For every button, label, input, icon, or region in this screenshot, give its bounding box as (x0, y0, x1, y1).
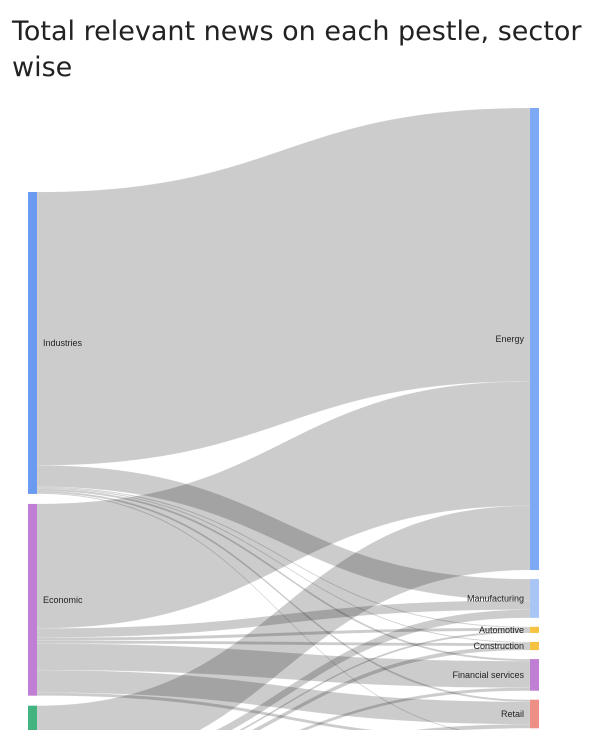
node-label-construction: Construction (473, 641, 524, 651)
page-title: Total relevant news on each pestle, sect… (12, 16, 582, 83)
sankey-nodes (28, 108, 539, 730)
link-environmental-to-retail[interactable] (37, 723, 531, 730)
link-economic-to-transport[interactable] (36, 692, 530, 730)
node-label-industries: Industries (43, 338, 83, 348)
node-financial-services[interactable] (530, 659, 539, 691)
node-economic[interactable] (28, 503, 37, 696)
node-manufacturing[interactable] (530, 579, 539, 618)
node-label-retail: Retail (501, 709, 524, 719)
sankey-chart-area: IndustriesEconomicEnvironmentalEnergyMan… (0, 100, 592, 730)
node-construction[interactable] (530, 641, 539, 651)
node-industries[interactable] (28, 192, 37, 494)
node-energy[interactable] (530, 108, 539, 571)
node-label-energy: Energy (495, 334, 524, 344)
link-industries-to-transport[interactable] (36, 492, 530, 730)
node-label-manufacturing: Manufacturing (467, 594, 524, 604)
node-label-financial-services: Financial services (452, 670, 524, 680)
sankey-links (36, 107, 531, 730)
node-environmental[interactable] (28, 705, 37, 730)
sankey-chart: IndustriesEconomicEnvironmentalEnergyMan… (28, 107, 539, 730)
sankey-labels: IndustriesEconomicEnvironmentalEnergyMan… (43, 334, 524, 719)
node-automotive[interactable] (530, 626, 539, 633)
node-label-automotive: Automotive (479, 625, 524, 635)
node-retail[interactable] (530, 699, 539, 729)
node-label-economic: Economic (43, 595, 83, 605)
